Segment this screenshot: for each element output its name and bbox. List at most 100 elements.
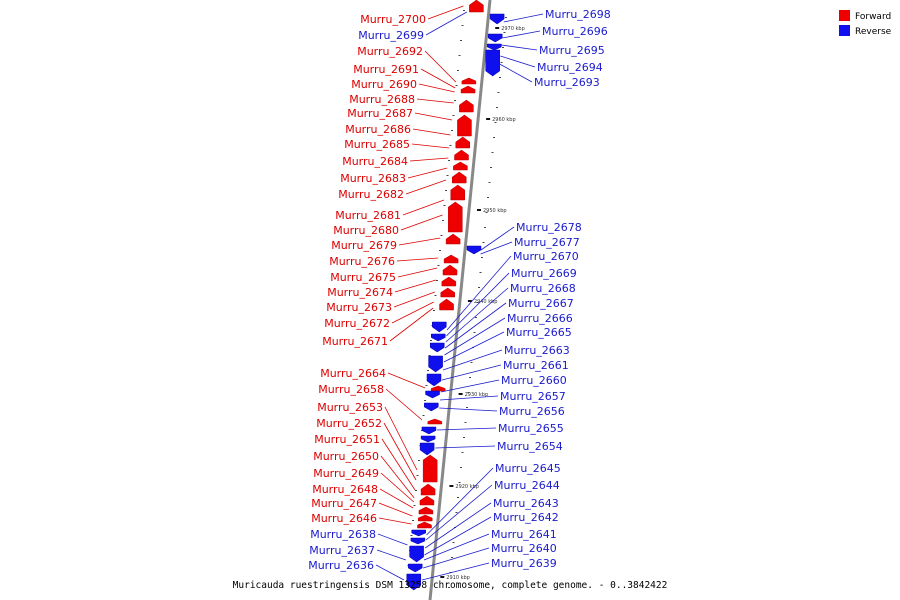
gene-label: Murru_2692 bbox=[357, 45, 423, 58]
track-dot bbox=[476, 302, 479, 303]
gene-leader-line bbox=[501, 44, 538, 51]
track-dot bbox=[451, 130, 453, 131]
track-dot bbox=[463, 437, 465, 438]
axis-tick-label: 2940 kbp bbox=[474, 299, 498, 305]
gene-leader-line bbox=[384, 406, 418, 471]
genome-caption: Muricauda ruestringensis DSM 13258 chrom… bbox=[233, 580, 668, 591]
track-dot bbox=[452, 115, 455, 116]
track-dot bbox=[496, 107, 498, 108]
gene-leader-line bbox=[445, 287, 509, 343]
gene-leader-line bbox=[426, 467, 494, 536]
gene-label: Murru_2696 bbox=[542, 25, 608, 38]
gene-label: Murru_2647 bbox=[311, 497, 377, 510]
track-dot bbox=[440, 235, 443, 236]
axis-tick bbox=[486, 118, 491, 120]
gene-leader-line bbox=[416, 98, 454, 104]
track-dot bbox=[479, 272, 482, 273]
track-dot bbox=[436, 280, 438, 281]
gene-leader-line bbox=[383, 422, 417, 481]
gene-leader-line bbox=[421, 562, 490, 581]
gene-label: Murru_2682 bbox=[338, 188, 404, 201]
gene-leader-line bbox=[411, 143, 450, 149]
forward-gene bbox=[448, 201, 463, 233]
track-dot bbox=[412, 520, 414, 521]
gene-leader-line bbox=[418, 83, 455, 93]
axis-layer: 2970 kbp 2960 kbp 2950 kbp 2940 kbp 2930 kbp… bbox=[406, 0, 525, 600]
track-dot bbox=[499, 77, 501, 78]
track-dot bbox=[439, 250, 441, 251]
gene-label: Murru_2655 bbox=[498, 422, 564, 435]
reverse-gene bbox=[421, 426, 437, 435]
gene-leader-line bbox=[502, 30, 541, 39]
legend: Forward Reverse bbox=[839, 10, 892, 37]
gene-leader-line bbox=[436, 427, 497, 431]
forward-gene bbox=[450, 184, 465, 201]
gene-leader-line bbox=[414, 112, 453, 121]
gene-leader-line bbox=[425, 11, 467, 36]
gene-label: Murru_2678 bbox=[516, 221, 582, 234]
gene-leader-line bbox=[398, 237, 441, 246]
gene-leader-line bbox=[446, 255, 512, 331]
track-dot bbox=[463, 10, 465, 11]
gene-label: Murru_2673 bbox=[326, 301, 392, 314]
gene-leader-line bbox=[424, 502, 492, 549]
forward-gene bbox=[440, 287, 455, 298]
track-dot bbox=[485, 212, 488, 213]
forward-gene bbox=[457, 114, 472, 137]
forward-gene bbox=[427, 418, 443, 425]
track-dot bbox=[455, 512, 458, 513]
reverse-gene bbox=[419, 442, 435, 456]
gene-label: Murru_2685 bbox=[344, 138, 410, 151]
gene-leader-line bbox=[375, 564, 405, 581]
gene-label: Murru_2658 bbox=[318, 383, 384, 396]
axis-tick bbox=[467, 300, 472, 302]
reverse-gene bbox=[426, 373, 442, 387]
reverse-gene bbox=[428, 355, 443, 373]
gene-leader-line bbox=[444, 317, 506, 356]
gene-label: Murru_2664 bbox=[320, 367, 386, 380]
label-layer: Murru_2700 Murru_2692 Murru_2691 Murru_2690… bbox=[308, 5, 611, 581]
track-dot bbox=[454, 100, 456, 101]
gene-label: Murru_2672 bbox=[324, 317, 390, 330]
track-dot bbox=[497, 92, 500, 93]
forward-gene bbox=[445, 233, 461, 245]
track-dot bbox=[448, 587, 450, 588]
track-dot bbox=[490, 167, 492, 168]
track-dot bbox=[418, 460, 420, 461]
forward-gene bbox=[455, 136, 470, 149]
gene-label: Murru_2636 bbox=[308, 559, 374, 572]
forward-gene bbox=[441, 276, 457, 287]
gene-label: Murru_2671 bbox=[322, 335, 388, 348]
track-dot bbox=[460, 40, 462, 41]
track-dot bbox=[481, 257, 483, 258]
track-dot bbox=[430, 340, 432, 341]
gene-leader-line bbox=[499, 63, 533, 83]
gene-label: Murru_2688 bbox=[349, 93, 415, 106]
axis-tick-label: 2930 kbp bbox=[465, 392, 489, 398]
gene-label: Murru_2675 bbox=[330, 271, 396, 284]
gene-layer bbox=[406, 0, 505, 591]
track-dot bbox=[482, 242, 485, 243]
gene-leader-line bbox=[380, 472, 415, 503]
reverse-gene bbox=[410, 537, 426, 545]
gene-leader-line bbox=[394, 279, 437, 293]
track-dot bbox=[416, 475, 419, 476]
gene-label: Murru_2641 bbox=[491, 528, 557, 541]
gene-leader-line bbox=[480, 226, 515, 251]
gene-label: Murru_2660 bbox=[501, 374, 567, 387]
reverse-gene bbox=[424, 402, 439, 412]
forward-gene bbox=[422, 454, 438, 483]
axis-tick bbox=[458, 393, 463, 395]
track-dot bbox=[487, 197, 489, 198]
gene-leader-line bbox=[387, 372, 426, 389]
track-dot bbox=[452, 542, 455, 543]
track-dot bbox=[448, 160, 450, 161]
gene-label: Murru_2653 bbox=[317, 401, 383, 414]
axis-tick-label: 2910 kbp bbox=[446, 575, 470, 581]
reverse-gene bbox=[485, 49, 500, 77]
track-dot bbox=[494, 122, 497, 123]
axis-tick-label: 2960 kbp bbox=[492, 117, 516, 123]
gene-leader-line bbox=[420, 68, 456, 89]
gene-leader-line bbox=[397, 267, 438, 278]
gene-label: Murru_2657 bbox=[500, 390, 566, 403]
